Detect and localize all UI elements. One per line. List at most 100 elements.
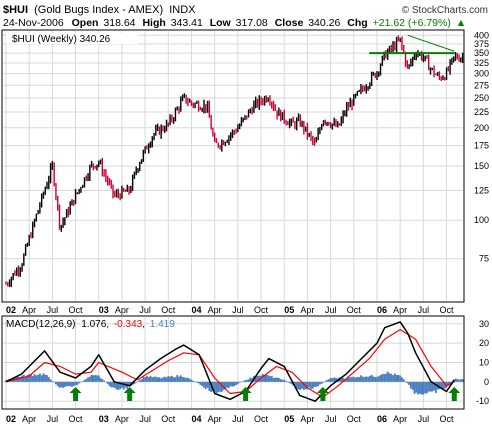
macd-hist-bar xyxy=(138,379,141,382)
x-tick-label: 05 xyxy=(284,414,294,424)
macd-hist-bar xyxy=(418,381,421,394)
macd-hist-bar xyxy=(19,377,22,382)
macd-hist-bar xyxy=(299,381,302,390)
macd-hist-bar xyxy=(279,379,282,382)
x-tick-label: Apr xyxy=(393,305,407,315)
macd-hist-bar xyxy=(352,376,355,382)
macd-hist-bar xyxy=(149,375,152,382)
macd-hist-bar xyxy=(30,374,32,382)
buy-arrow-icon xyxy=(69,387,82,401)
macd-hist-bar xyxy=(28,374,31,382)
macd-hist-bar xyxy=(349,377,352,382)
price-series xyxy=(5,35,464,288)
macd-hist-bar xyxy=(450,381,453,383)
macd-legend-prefix: MACD(12,26,9) xyxy=(6,319,75,330)
macd-line xyxy=(5,321,455,402)
x-tick-label: 03 xyxy=(99,414,109,424)
macd-hist-bar xyxy=(144,377,147,382)
macd-hist-bar xyxy=(249,377,252,382)
macd-hist-bar xyxy=(46,375,48,382)
macd-hist-bar xyxy=(399,375,402,382)
chg-arrow-icon: ▲ xyxy=(456,17,466,29)
macd-hist-bar xyxy=(267,375,270,382)
macd-hist-bar xyxy=(211,381,214,392)
macd-hist-bar xyxy=(269,376,271,382)
macd-hist-bar xyxy=(401,377,403,382)
macd-hist-bar xyxy=(101,379,104,382)
macd-hist-bar xyxy=(345,378,348,382)
macd-hist-bar xyxy=(347,377,350,382)
macd-hist-bar xyxy=(179,375,182,382)
x-tick-label: Oct xyxy=(161,414,176,424)
trendline xyxy=(407,34,455,52)
macd-hist-bar xyxy=(199,381,202,385)
macd-legend-macd: 1.076 xyxy=(81,319,106,330)
x-tick-label: Oct xyxy=(69,305,84,315)
macd-hist-bar xyxy=(420,381,423,395)
y-tick-label: 200 xyxy=(474,123,489,133)
macd-hist-bar xyxy=(402,379,405,382)
macd-hist-bar xyxy=(340,378,343,382)
macd-hist-bar xyxy=(26,374,29,382)
macd-hist-bar xyxy=(151,377,154,382)
x-tick-label: Apr xyxy=(115,414,129,424)
quote-line: 24-Nov-2006 Open 318.64 High 343.41 Low … xyxy=(3,17,466,29)
macd-hist-bar xyxy=(461,379,464,382)
macd-hist-bar xyxy=(263,375,266,382)
price-annotations xyxy=(369,34,455,55)
macd-hist-bar xyxy=(80,381,82,383)
macd-hist-bar xyxy=(354,377,357,382)
macd-hist-bar xyxy=(238,381,241,383)
macd-hist-bar xyxy=(454,378,457,382)
macd-hist-bar xyxy=(404,381,407,382)
x-tick-label: Oct xyxy=(347,414,362,424)
x-tick-label: 04 xyxy=(191,414,201,424)
macd-hist-bar xyxy=(220,381,223,393)
macd-hist-bar xyxy=(447,381,450,386)
macd-hist-bar xyxy=(308,381,311,388)
macd-hist-bar xyxy=(37,374,40,382)
macd-hist-bar xyxy=(326,380,328,382)
macd-hist-bar xyxy=(409,381,412,389)
macd-hist-bar xyxy=(386,371,389,382)
macd-hist-bar xyxy=(381,373,384,382)
macd-legend: MACD(12,26,9) 1.076, -0.343, 1.419 xyxy=(6,319,175,330)
y-tick-label: 275 xyxy=(474,80,489,90)
x-tick-label: Apr xyxy=(208,414,222,424)
x-tick-label: Oct xyxy=(69,414,84,424)
macd-hist-bar xyxy=(121,381,123,388)
open-value: 318.64 xyxy=(103,17,135,29)
x-tick-label: Oct xyxy=(440,305,455,315)
y-tick-label: 225 xyxy=(474,107,489,117)
macd-hist-bar xyxy=(99,378,102,382)
quote-date: 24-Nov-2006 xyxy=(3,17,64,29)
macd-hist-bar xyxy=(342,378,344,382)
macd-hist-bar xyxy=(194,381,196,383)
macd-hist-bar xyxy=(276,377,279,382)
macd-hist-bar xyxy=(163,376,166,382)
macd-hist-bar xyxy=(297,381,300,390)
macd-hist-bar xyxy=(56,381,59,387)
macd-hist-bar xyxy=(324,381,327,382)
x-tick-label: Apr xyxy=(22,414,36,424)
macd-hist-bar xyxy=(94,375,97,382)
low-value: 317.08 xyxy=(236,17,268,29)
macd-hist-bar xyxy=(313,381,316,387)
x-tick-label: 06 xyxy=(377,414,387,424)
macd-hist-bar xyxy=(201,381,204,387)
macd-hist-bar xyxy=(47,377,50,382)
x-tick-label: Jul xyxy=(139,414,151,424)
chg-label: Chg xyxy=(347,17,367,29)
macd-hist-bar xyxy=(42,373,45,382)
macd-hist-bar xyxy=(63,381,66,387)
macd-hist-bar xyxy=(413,381,416,394)
macd-hist-bar xyxy=(97,375,100,382)
macd-hist-bar xyxy=(317,381,320,387)
macd-hist-bar xyxy=(188,378,191,382)
x-tick-label: 06 xyxy=(377,305,387,315)
macd-hist-bar xyxy=(74,381,77,386)
macd-hist-bar xyxy=(274,377,277,382)
macd-hist-bar xyxy=(256,375,259,382)
macd-hist-bar xyxy=(445,381,448,388)
macd-hist-bar xyxy=(140,379,143,382)
